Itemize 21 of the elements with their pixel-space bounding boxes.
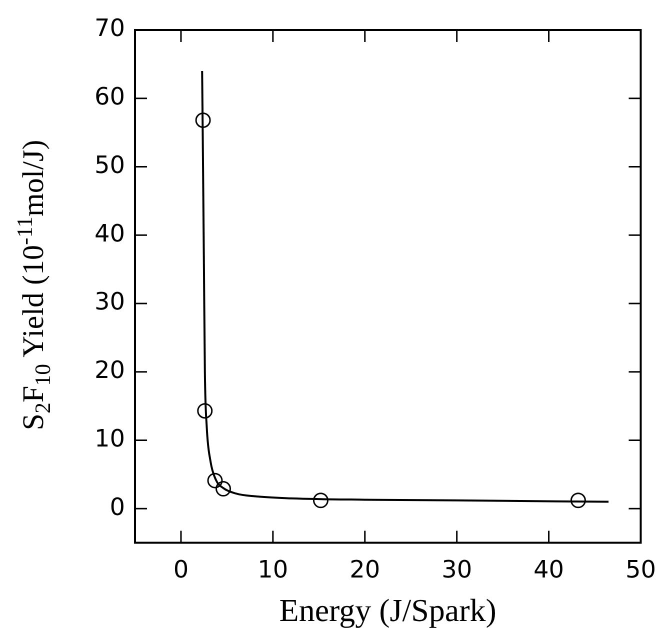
x-tick-label: 40: [534, 555, 564, 584]
x-axis-title: Energy (J/Spark): [279, 592, 496, 628]
point: [207, 472, 223, 488]
y-tick-label: 20: [94, 356, 125, 384]
x-tick-label: 30: [442, 555, 472, 584]
x-tick-label: 10: [258, 555, 288, 584]
y-tick-label: 60: [94, 82, 125, 111]
x-tick-label: 0: [173, 555, 189, 584]
point: [312, 492, 328, 508]
point: [216, 481, 232, 497]
point: [570, 492, 586, 508]
y-tick-label: 0: [110, 492, 125, 521]
y-tick-label: 10: [94, 424, 125, 452]
y-tick-label: 30: [94, 288, 125, 316]
x-tick-label: 20: [350, 555, 380, 584]
point: [195, 112, 211, 128]
y-tick-label: 50: [94, 150, 125, 179]
point: [197, 403, 213, 419]
y-tick-label: 40: [94, 219, 125, 248]
y-tick-label: 70: [94, 14, 125, 42]
x-tick-label: 50: [625, 555, 656, 584]
